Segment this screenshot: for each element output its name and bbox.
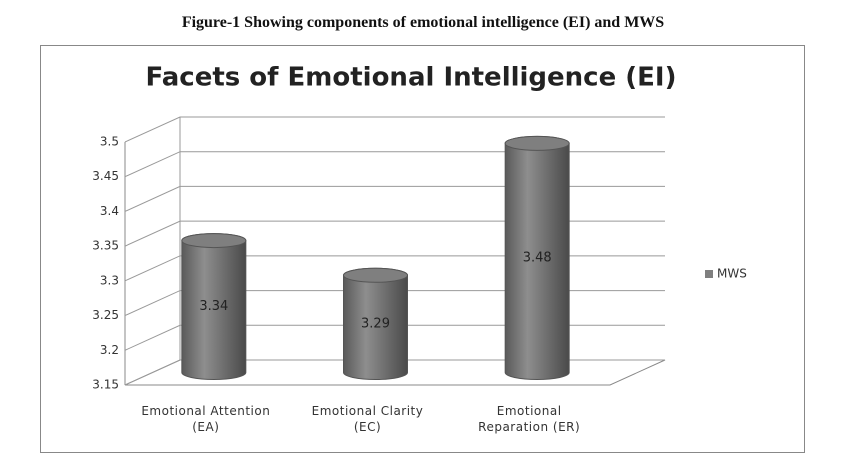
x-tick-label: Emotional Clarity (EC) xyxy=(311,404,424,434)
x-tick-label: Emotional Reparation (ER) xyxy=(478,404,581,434)
grid-line xyxy=(124,151,665,178)
y-tick-label: 3.15 xyxy=(92,378,119,392)
y-tick-label: 3.25 xyxy=(92,308,119,322)
value-label: 3.48 xyxy=(523,250,552,265)
y-tick-label: 3.3 xyxy=(100,273,119,287)
y-tick-label: 3.5 xyxy=(100,135,119,149)
chart-title: Facets of Emotional Intelligence (EI) xyxy=(146,63,677,93)
legend-label: MWS xyxy=(717,267,747,281)
legend-swatch xyxy=(705,270,713,278)
value-label: 3.29 xyxy=(361,316,390,331)
figure-caption: Figure-1 Showing components of emotional… xyxy=(181,14,665,31)
value-label: 3.34 xyxy=(199,299,228,314)
y-tick-label: 3.2 xyxy=(100,343,119,357)
y-tick-label: 3.4 xyxy=(100,204,119,218)
bar-top xyxy=(343,267,408,283)
grid-line xyxy=(124,116,665,143)
grid-line xyxy=(124,185,665,212)
y-tick-label: 3.45 xyxy=(92,169,119,183)
x-tick-label: Emotional Attention (EA) xyxy=(141,404,271,434)
chart-frame xyxy=(40,45,805,453)
bar-top xyxy=(181,233,247,249)
bar-top xyxy=(504,135,570,151)
y-tick-label: 3.35 xyxy=(92,239,119,253)
